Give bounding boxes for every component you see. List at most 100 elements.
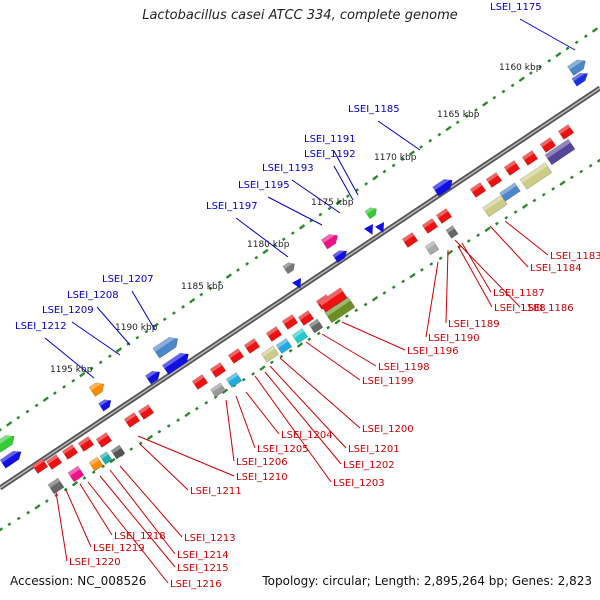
gene-reverse-red <box>95 432 113 448</box>
gene-body <box>421 218 439 234</box>
reverse-gene-label: LSEI_1190 <box>428 333 480 344</box>
tick-mark <box>445 125 452 132</box>
tick-label: 1165 kbp <box>437 110 480 120</box>
gene-1204 <box>260 345 280 363</box>
gene-body <box>432 178 453 197</box>
tick-mark <box>115 347 123 353</box>
label-leader <box>267 196 323 226</box>
gene-1215 <box>88 456 104 472</box>
forward-gene-label: LSEI_1185 <box>348 104 400 115</box>
label-leader <box>55 491 68 562</box>
tick-mark <box>494 221 499 226</box>
label-leader <box>461 242 492 293</box>
gene-shine <box>325 297 351 317</box>
gene-body <box>320 234 339 250</box>
reverse-gene-label: LSEI_1200 <box>362 424 414 435</box>
label-leader <box>269 365 347 449</box>
gene-reverse-red <box>297 310 315 326</box>
tick-mark <box>236 268 240 272</box>
tick-mark <box>63 487 68 492</box>
tick-label: 1190 kbp <box>115 323 158 333</box>
gene-1185 <box>432 175 453 197</box>
gene-body <box>265 326 283 342</box>
gene-shine <box>98 396 111 407</box>
tick-mark <box>82 476 87 480</box>
gene-body <box>282 262 295 275</box>
tick-mark <box>482 101 489 107</box>
gene-body <box>275 338 293 354</box>
gene-shine <box>282 260 294 269</box>
tick-mark <box>334 319 341 325</box>
gene-shine <box>226 372 239 383</box>
tick-mark <box>162 317 167 322</box>
gene-body <box>544 138 576 166</box>
gene-edge-2 <box>0 447 22 469</box>
label-leader <box>341 321 406 351</box>
gene-shine <box>540 137 553 148</box>
gene-shine <box>486 172 499 183</box>
tick-mark <box>437 132 442 137</box>
tick-mark <box>16 516 21 521</box>
reverse-gene-label: LSEI_1213 <box>184 533 236 544</box>
gene-body <box>567 59 586 77</box>
gene-body <box>401 232 419 248</box>
tick-mark <box>16 415 21 420</box>
tick-mark <box>146 434 154 441</box>
label-leader <box>96 306 131 346</box>
tick-mark <box>501 89 506 94</box>
tick-mark <box>555 51 562 58</box>
reverse-gene-label: LSEI_1205 <box>257 444 309 455</box>
reverse-gene-label: LSEI_1220 <box>69 557 121 568</box>
gene-shine <box>111 445 122 454</box>
gene-body <box>445 225 459 239</box>
tick-mark <box>176 418 181 423</box>
tick-label: 1175 kbp <box>311 198 354 208</box>
tick-mark <box>579 169 584 174</box>
gene-shine <box>32 458 45 469</box>
label-leader <box>65 489 92 548</box>
gene-body <box>99 451 113 465</box>
gene-body <box>324 296 356 324</box>
label-leader <box>137 435 235 477</box>
label-leader <box>519 18 576 51</box>
tick-mark <box>588 163 593 168</box>
topology-label: Topology: circular; Length: 2,895,264 bp… <box>262 574 592 588</box>
tick-mark <box>541 192 546 197</box>
tick-mark <box>89 366 94 371</box>
tick-mark <box>79 371 86 378</box>
tick-mark <box>262 248 269 255</box>
tick-mark <box>254 255 259 260</box>
forward-gene-label: LSEI_1193 <box>262 163 314 174</box>
gene-shine <box>99 451 109 459</box>
tick-mark <box>429 262 434 266</box>
label-leader <box>79 483 113 536</box>
tick-mark <box>91 470 96 475</box>
tick-mark <box>71 480 79 487</box>
tick-mark <box>400 157 405 162</box>
gene-1207b <box>161 349 189 375</box>
gene-shine <box>78 436 91 447</box>
gene-1201 <box>291 328 309 344</box>
gene-shine <box>571 69 587 82</box>
gene-shine <box>89 379 103 391</box>
tick-mark <box>288 348 293 353</box>
tick-mark <box>296 342 304 348</box>
gene-1184 <box>519 162 553 190</box>
label-leader <box>454 239 521 308</box>
tick-mark <box>245 261 250 266</box>
reverse-gene-label: LSEI_1211 <box>190 486 242 497</box>
reverse-gene-label: LSEI_1183 <box>550 251 600 262</box>
tick-mark <box>166 424 171 428</box>
tick-mark <box>538 65 542 69</box>
tick-mark <box>521 203 529 210</box>
tick-mark <box>25 409 30 414</box>
tick-mark <box>307 337 312 342</box>
gene-shine <box>298 310 311 321</box>
tick-mark <box>345 194 350 199</box>
forward-gene-label: LSEI_1207 <box>102 274 154 285</box>
gene-body <box>521 150 539 166</box>
gene-shine <box>138 404 151 415</box>
gene-body <box>209 362 227 378</box>
gene-1193 <box>375 222 384 233</box>
gene-shine <box>522 150 535 161</box>
